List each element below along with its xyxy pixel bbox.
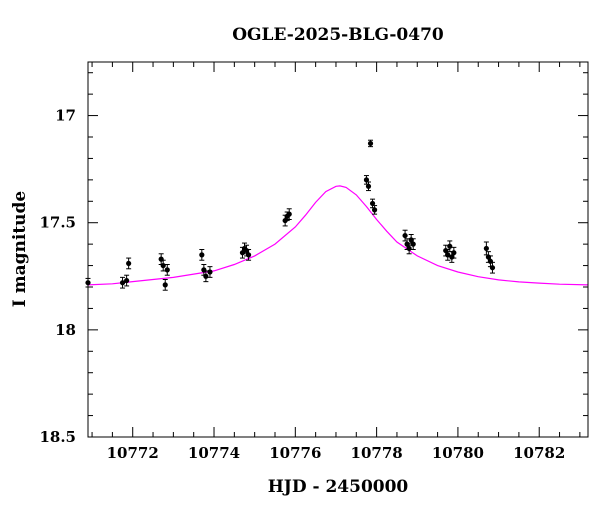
data-marker [483, 245, 489, 252]
data-point [363, 175, 370, 185]
data-marker [207, 269, 213, 275]
data-marker [489, 265, 496, 271]
x-tick-label: 10778 [351, 444, 403, 462]
data-marker [245, 252, 252, 258]
data-point [245, 249, 252, 261]
data-marker [445, 252, 451, 258]
data-point [203, 270, 209, 283]
data-marker [286, 211, 292, 217]
x-tick-label: 10772 [107, 444, 159, 462]
chart-title: OGLE-2025-BLG-0470 [232, 25, 444, 45]
data-point [199, 249, 205, 261]
data-marker [164, 267, 170, 273]
data-marker [160, 262, 166, 269]
model-curve [87, 185, 589, 286]
axis-ticks [88, 62, 588, 438]
data-marker [363, 177, 370, 183]
y-tick-label: 17 [55, 107, 76, 125]
axis-tick-labels: 10772 10774 10776 10778 10780 10782 17 17.5 18 18… [39, 107, 565, 462]
data-marker [203, 273, 209, 279]
data-marker [365, 183, 372, 189]
data-marker [410, 241, 416, 247]
y-tick-label: 17.5 [39, 214, 76, 232]
data-point [164, 264, 170, 276]
data-point [367, 139, 374, 148]
data-point [160, 259, 166, 272]
data-point [124, 274, 130, 287]
data-points [85, 139, 496, 291]
plot-frame [87, 61, 589, 438]
data-marker [119, 280, 126, 286]
data-point [371, 205, 378, 215]
data-point [451, 246, 457, 259]
data-marker [367, 140, 374, 147]
data-point [119, 276, 126, 289]
y-axis-label: I magnitude [10, 191, 30, 308]
x-tick-label: 10782 [513, 444, 565, 462]
x-axis-label: HJD - 2450000 [268, 477, 409, 497]
x-tick-label: 10780 [432, 444, 484, 462]
data-point [162, 279, 168, 291]
data-marker [451, 250, 457, 256]
plot-area [85, 139, 589, 291]
x-tick-label: 10774 [188, 444, 240, 462]
data-marker [199, 252, 205, 258]
data-marker [124, 277, 130, 284]
data-point [410, 238, 416, 250]
data-point [489, 261, 496, 274]
data-marker [406, 245, 412, 252]
data-marker [447, 243, 453, 249]
data-marker [162, 282, 168, 288]
data-marker [371, 207, 378, 213]
data-marker [369, 200, 376, 207]
data-point [365, 181, 372, 192]
y-tick-label: 18 [55, 321, 76, 339]
data-point [286, 208, 292, 220]
x-tick-label: 10776 [269, 444, 321, 462]
data-point [126, 257, 132, 270]
data-point [207, 266, 213, 278]
data-marker [126, 260, 132, 267]
data-marker [402, 232, 408, 239]
y-tick-label: 18.5 [39, 428, 76, 446]
